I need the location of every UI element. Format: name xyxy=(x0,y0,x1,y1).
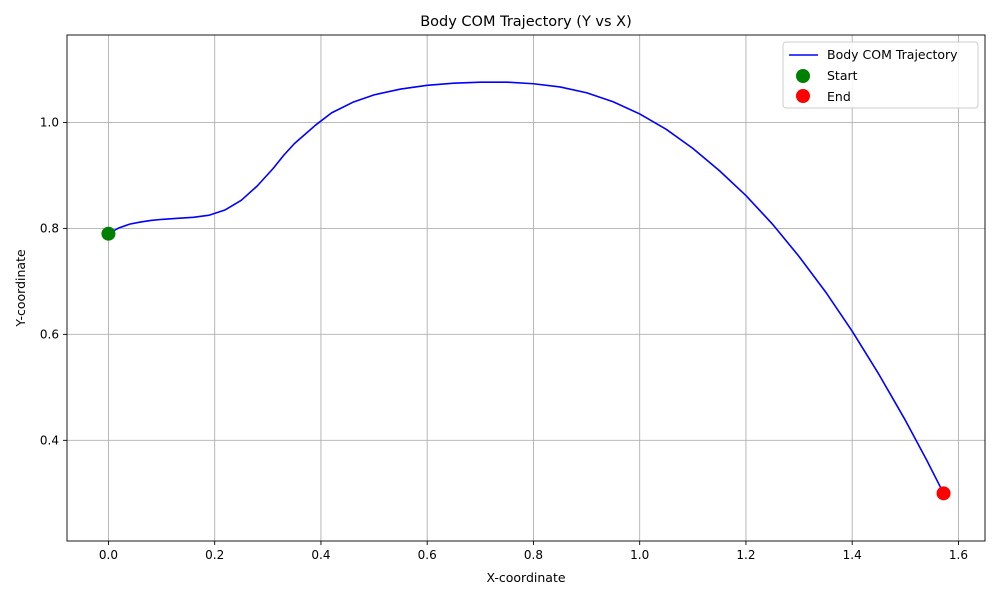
start-marker xyxy=(101,226,116,241)
plot-frame xyxy=(66,34,986,542)
x-tick-label: 1.4 xyxy=(843,548,862,562)
legend-label-trajectory: Body COM Trajectory xyxy=(827,47,958,62)
plot-layer xyxy=(101,81,951,501)
legend-label-end: End xyxy=(827,89,851,104)
legend-label-start: Start xyxy=(827,68,858,83)
x-tick-label: 0.0 xyxy=(99,548,118,562)
tick-layer: 0.0 0.2 0.4 0.6 0.8 1.0 1.2 1.4 1.6 0.4 0.6 0.8 1.0 xyxy=(40,115,968,562)
x-tick-label: 0.4 xyxy=(311,548,330,562)
y-tick-label: 0.8 xyxy=(40,221,59,235)
trajectory-line xyxy=(108,81,945,494)
x-axis-title: X-coordinate xyxy=(486,570,565,585)
legend-start-swatch xyxy=(796,69,810,83)
x-tick-label: 0.8 xyxy=(524,548,543,562)
legend-end-swatch xyxy=(796,89,810,103)
y-axis-title: Y-coordinate xyxy=(13,249,28,328)
x-tick-label: 1.0 xyxy=(630,548,649,562)
legend-box xyxy=(782,41,979,109)
grid-layer xyxy=(67,35,985,541)
x-tick-label: 1.2 xyxy=(736,548,755,562)
end-marker xyxy=(936,486,951,501)
y-tick-label: 0.6 xyxy=(40,327,59,341)
legend: Body COM Trajectory Start End xyxy=(782,41,979,109)
x-tick-label: 0.2 xyxy=(205,548,224,562)
chart-title: Body COM Trajectory (Y vs X) xyxy=(420,14,632,30)
x-tick-label: 0.6 xyxy=(418,548,437,562)
x-tick-label: 1.6 xyxy=(949,548,968,562)
y-tick-label: 1.0 xyxy=(40,115,59,129)
y-tick-label: 0.4 xyxy=(40,433,59,447)
